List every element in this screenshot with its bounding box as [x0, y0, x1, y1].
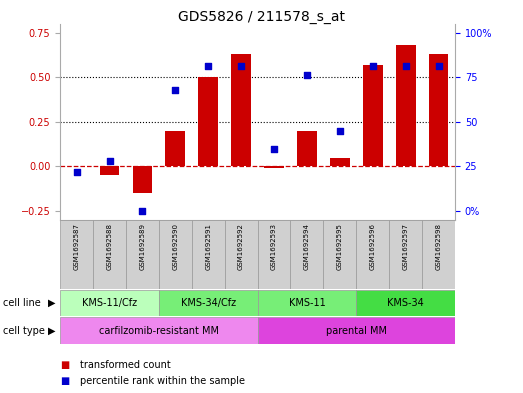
Bar — [192, 220, 225, 289]
Bar — [93, 220, 126, 289]
Text: GSM1692590: GSM1692590 — [172, 223, 178, 270]
Point — [72, 169, 81, 175]
Bar — [257, 317, 455, 344]
Text: GSM1692594: GSM1692594 — [304, 223, 310, 270]
Point — [105, 158, 113, 164]
Text: ▶: ▶ — [49, 298, 56, 308]
Text: cell type: cell type — [3, 325, 44, 336]
Bar — [389, 220, 422, 289]
Bar — [231, 54, 251, 167]
Text: GSM1692589: GSM1692589 — [140, 223, 145, 270]
Bar — [100, 167, 119, 175]
Text: ■: ■ — [60, 360, 70, 370]
Bar — [132, 167, 152, 193]
Bar — [159, 290, 257, 316]
Text: KMS-34: KMS-34 — [387, 298, 424, 308]
Point — [435, 63, 443, 70]
Text: GSM1692593: GSM1692593 — [271, 223, 277, 270]
Bar — [60, 220, 93, 289]
Bar — [422, 220, 455, 289]
Bar — [297, 131, 317, 167]
Bar — [225, 220, 257, 289]
Bar — [429, 54, 448, 167]
Bar — [198, 77, 218, 167]
Bar — [257, 290, 356, 316]
Text: KMS-11/Cfz: KMS-11/Cfz — [82, 298, 137, 308]
Text: GSM1692588: GSM1692588 — [107, 223, 112, 270]
Point — [336, 128, 344, 134]
Point — [237, 63, 245, 70]
Point — [369, 63, 377, 70]
Bar — [257, 220, 290, 289]
Bar — [356, 290, 455, 316]
Bar — [159, 220, 192, 289]
Text: GSM1692592: GSM1692592 — [238, 223, 244, 270]
Text: ■: ■ — [60, 376, 70, 386]
Bar — [165, 131, 185, 167]
Text: ▶: ▶ — [49, 325, 56, 336]
Text: GSM1692597: GSM1692597 — [403, 223, 408, 270]
Text: parental MM: parental MM — [326, 325, 387, 336]
Text: percentile rank within the sample: percentile rank within the sample — [80, 376, 245, 386]
Bar — [363, 65, 383, 167]
Text: carfilzomib-resistant MM: carfilzomib-resistant MM — [99, 325, 219, 336]
Point — [303, 72, 311, 79]
Text: GSM1692596: GSM1692596 — [370, 223, 376, 270]
Bar — [264, 167, 284, 168]
Point — [270, 145, 278, 152]
Text: GSM1692587: GSM1692587 — [74, 223, 79, 270]
Bar — [60, 290, 159, 316]
Text: GSM1692595: GSM1692595 — [337, 223, 343, 270]
Bar — [356, 220, 389, 289]
Bar — [323, 220, 356, 289]
Bar — [290, 220, 323, 289]
Bar — [60, 317, 257, 344]
Bar — [126, 220, 159, 289]
Point — [402, 63, 410, 70]
Bar — [330, 158, 350, 167]
Text: cell line: cell line — [3, 298, 40, 308]
Text: GSM1692598: GSM1692598 — [436, 223, 441, 270]
Text: GDS5826 / 211578_s_at: GDS5826 / 211578_s_at — [178, 10, 345, 24]
Point — [138, 208, 146, 214]
Point — [171, 86, 179, 93]
Bar — [396, 45, 415, 167]
Point — [204, 63, 212, 70]
Text: GSM1692591: GSM1692591 — [205, 223, 211, 270]
Text: KMS-34/Cfz: KMS-34/Cfz — [180, 298, 236, 308]
Text: KMS-11: KMS-11 — [289, 298, 325, 308]
Text: transformed count: transformed count — [80, 360, 171, 370]
